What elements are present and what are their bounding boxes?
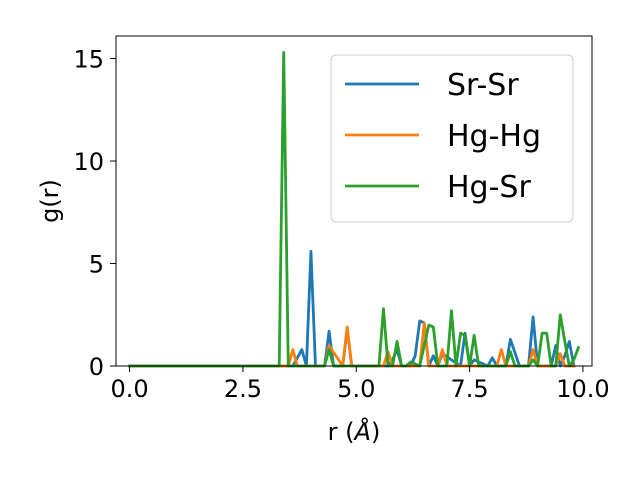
legend-entries: Sr-Sr Hg-Hg Hg-Sr — [345, 68, 541, 205]
legend-label-sr-sr: Sr-Sr — [447, 68, 519, 103]
plot-frame — [115, 35, 593, 367]
legend-label-hg-sr: Hg-Sr — [447, 170, 531, 205]
x-axis-label: r (Å) — [328, 417, 381, 446]
x-tick-label: 0.0 — [111, 375, 149, 403]
x-tick-label: 10.0 — [556, 375, 609, 403]
y-tick-label: 15 — [73, 46, 104, 74]
x-axis-ticks: 0.0 2.5 5.0 7.5 10.0 — [111, 366, 610, 403]
legend-label-hg-hg: Hg-Hg — [447, 119, 541, 154]
x-axis-label-main: r ( — [328, 418, 355, 446]
x-tick-label: 5.0 — [337, 375, 375, 403]
y-tick-label: 0 — [89, 353, 104, 381]
y-tick-label: 10 — [73, 148, 104, 176]
legend-box — [330, 54, 574, 223]
y-axis-ticks: 0 5 10 15 — [73, 46, 116, 381]
legend: Sr-Sr Hg-Hg Hg-Sr — [330, 54, 574, 223]
x-tick-label: 7.5 — [451, 375, 489, 403]
y-axis-label: g(r) — [36, 179, 64, 223]
x-tick-label: 2.5 — [224, 375, 262, 403]
series-line-hg-hg — [128, 321, 576, 368]
x-axis-label-unit: Å — [353, 417, 371, 446]
y-tick-label: 5 — [89, 251, 104, 279]
x-axis-label-close: ) — [371, 418, 380, 446]
